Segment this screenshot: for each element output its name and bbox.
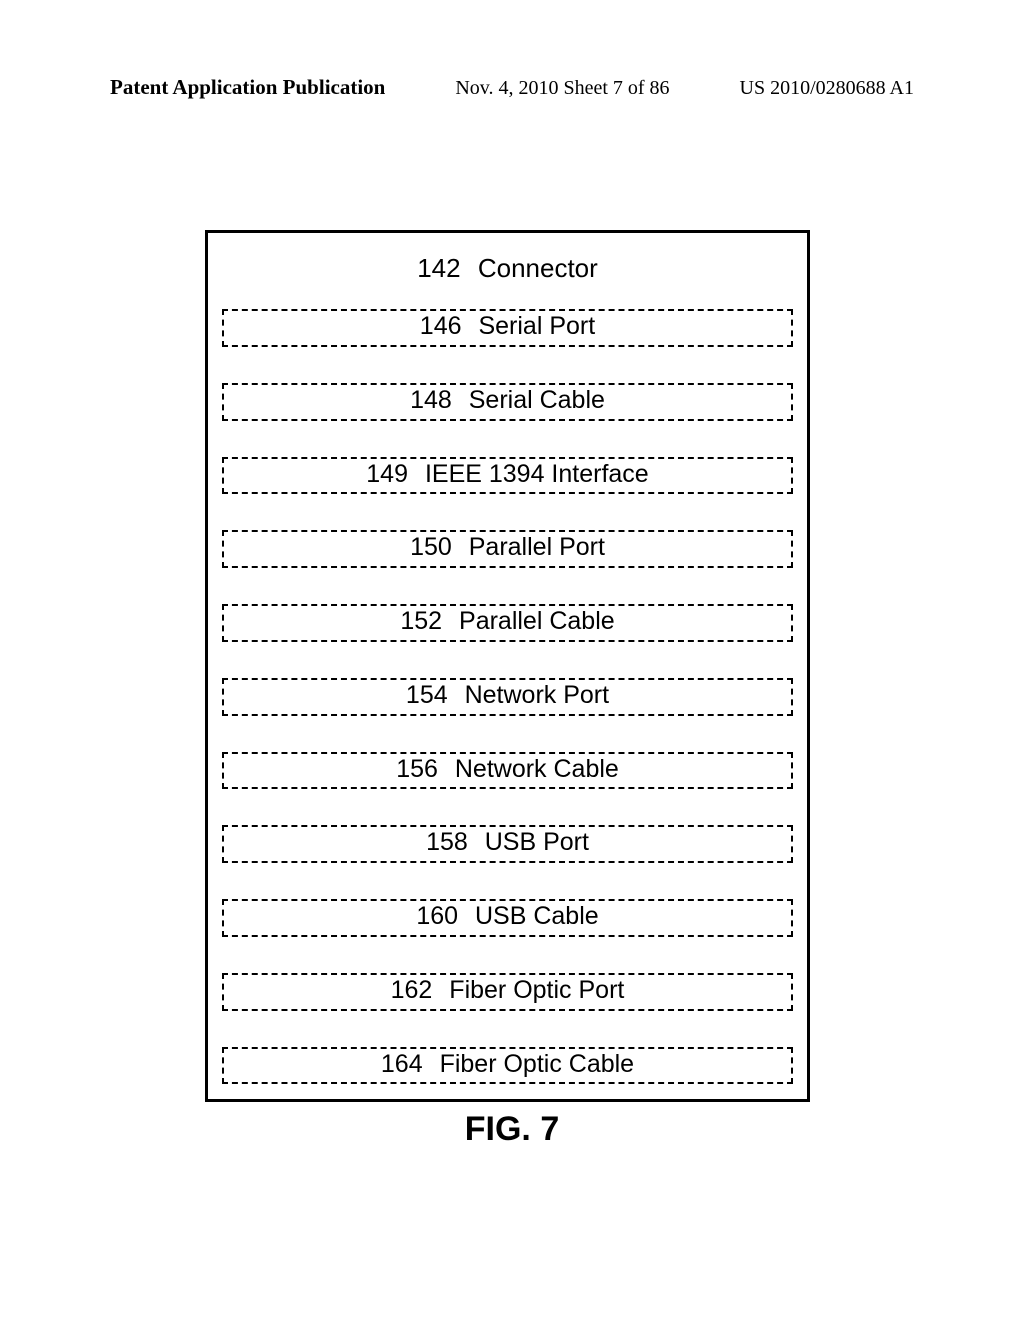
connector-diagram: 142 Connector 146 Serial Port 148 Serial… (205, 230, 810, 1102)
item-label: IEEE 1394 Interface (425, 460, 649, 488)
item-label: USB Port (485, 828, 589, 856)
item-num: 160 (416, 902, 458, 930)
diagram-title-num: 142 (417, 253, 460, 283)
page-header: Patent Application Publication Nov. 4, 2… (0, 75, 1024, 100)
item-label: Fiber Optic Port (449, 976, 624, 1004)
item-label: USB Cable (475, 902, 599, 930)
header-date-sheet: Nov. 4, 2010 Sheet 7 of 86 (455, 77, 669, 100)
item-num: 152 (400, 607, 442, 635)
item-num: 162 (391, 976, 433, 1004)
diagram-title: 142 Connector (222, 253, 793, 284)
item-label: Parallel Port (469, 533, 605, 561)
item-num: 150 (410, 533, 452, 561)
item-num: 158 (426, 828, 468, 856)
item-label: Serial Cable (469, 386, 605, 414)
connector-item: 160 USB Cable (222, 899, 793, 937)
item-label: Fiber Optic Cable (440, 1050, 635, 1078)
connector-item: 152 Parallel Cable (222, 604, 793, 642)
item-label: Network Cable (455, 755, 619, 783)
item-num: 148 (410, 386, 452, 414)
item-num: 149 (366, 460, 408, 488)
item-num: 156 (396, 755, 438, 783)
connector-item: 162 Fiber Optic Port (222, 973, 793, 1011)
connector-item: 164 Fiber Optic Cable (222, 1047, 793, 1085)
figure-label: FIG. 7 (0, 1110, 1024, 1149)
item-label: Network Port (465, 681, 609, 709)
connector-item: 154 Network Port (222, 678, 793, 716)
connector-item: 146 Serial Port (222, 309, 793, 347)
header-publication-number: US 2010/0280688 A1 (740, 77, 914, 100)
connector-item: 150 Parallel Port (222, 530, 793, 568)
diagram-title-label: Connector (478, 253, 598, 283)
item-num: 146 (420, 312, 462, 340)
connector-item: 149 IEEE 1394 Interface (222, 457, 793, 495)
item-num: 164 (381, 1050, 423, 1078)
connector-item: 156 Network Cable (222, 752, 793, 790)
header-publication-type: Patent Application Publication (110, 75, 385, 100)
item-label: Parallel Cable (459, 607, 615, 635)
item-label: Serial Port (478, 312, 595, 340)
item-num: 154 (406, 681, 448, 709)
connector-item: 148 Serial Cable (222, 383, 793, 421)
connector-item: 158 USB Port (222, 825, 793, 863)
